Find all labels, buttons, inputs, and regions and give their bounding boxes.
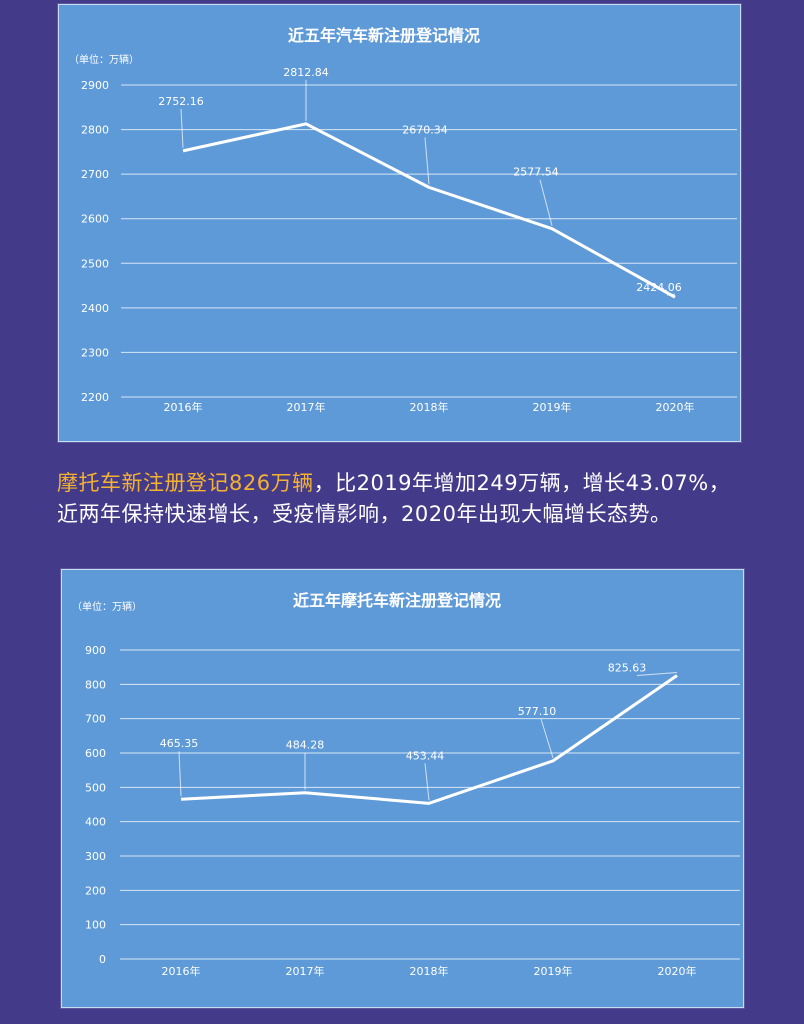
motorcycle-summary-paragraph: 摩托车新注册登记826万辆，比2019年增加249万辆，增长43.07%，近两年… <box>57 468 747 530</box>
motorcycle-registration-chart-panel: 近五年摩托车新注册登记情况 （单位：万辆） 900 800 700 600 500 400 30… <box>61 569 744 1008</box>
y-tick-label: 2700 <box>81 168 109 181</box>
data-label: 2752.16 <box>158 95 204 108</box>
x-tick-label: 2016年 <box>164 400 203 414</box>
y-tick-label: 700 <box>85 713 106 726</box>
chart-title: 近五年汽车新注册登记情况 <box>288 26 480 45</box>
x-tick-label: 2017年 <box>287 400 326 414</box>
y-tick-label: 2800 <box>81 124 109 137</box>
data-label: 577.10 <box>518 705 557 718</box>
y-tick-label: 600 <box>85 747 106 760</box>
x-tick-label: 2019年 <box>533 400 572 414</box>
x-tick-label: 2017年 <box>286 964 325 978</box>
data-label: 825.63 <box>608 662 647 675</box>
x-tick-label: 2020年 <box>656 400 695 414</box>
y-tick-label: 0 <box>99 953 106 966</box>
data-label-leader <box>636 672 678 677</box>
x-tick-label: 2018年 <box>410 400 449 414</box>
data-label-leader <box>424 137 430 185</box>
data-label: 2670.34 <box>402 123 448 136</box>
y-tick-label: 2500 <box>81 257 109 270</box>
summary-highlight: 摩托车新注册登记826万辆 <box>57 471 314 495</box>
data-label: 453.44 <box>406 749 445 762</box>
data-label: 2577.54 <box>513 166 559 179</box>
car-registration-chart-panel: 近五年汽车新注册登记情况 （单位：万辆） 2900 2800 2700 2600 2500 2… <box>58 4 741 442</box>
y-tick-label: 200 <box>85 884 106 897</box>
x-tick-label: 2018年 <box>410 964 449 978</box>
y-tick-label: 300 <box>85 850 106 863</box>
y-tick-label: 400 <box>85 816 106 829</box>
data-label-leader <box>424 763 430 801</box>
y-tick-label: 900 <box>85 644 106 657</box>
data-label-leader <box>540 718 554 759</box>
y-tick-label: 2400 <box>81 302 109 315</box>
y-tick-label: 2300 <box>81 346 109 359</box>
y-tick-label: 2600 <box>81 213 109 226</box>
chart-unit-label: （单位：万辆） <box>72 600 142 613</box>
y-tick-label: 500 <box>85 781 106 794</box>
x-tick-label: 2020年 <box>658 964 697 978</box>
summary-text: ，比2019年增加249万辆，增长43.07%，近两年保持快速增长，受疫情影响，… <box>57 471 731 526</box>
series-line <box>182 122 676 299</box>
x-tick-label: 2019年 <box>534 964 573 978</box>
series-line <box>180 674 678 805</box>
data-label: 484.28 <box>286 739 325 752</box>
y-tick-label: 100 <box>85 919 106 932</box>
y-tick-label: 2200 <box>81 391 109 404</box>
data-label: 2812.84 <box>283 66 329 79</box>
data-label: 465.35 <box>160 737 199 750</box>
data-label-leader <box>666 293 676 296</box>
data-label-leader <box>539 179 553 226</box>
chart-title: 近五年摩托车新注册登记情况 <box>293 591 501 610</box>
data-label: 2424.06 <box>636 281 682 294</box>
y-tick-label: 2900 <box>81 79 109 92</box>
x-tick-label: 2016年 <box>162 964 201 978</box>
data-label-leader <box>180 108 184 148</box>
motorcycle-registration-chart: 近五年摩托车新注册登记情况 （单位：万辆） 900 800 700 600 500 400 30… <box>72 591 740 978</box>
car-registration-chart: 近五年汽车新注册登记情况 （单位：万辆） 2900 2800 2700 2600 2500 2… <box>69 26 737 414</box>
y-tick-label: 800 <box>85 678 106 691</box>
chart-unit-label: （单位：万辆） <box>69 53 139 66</box>
data-label-leader <box>178 751 182 797</box>
